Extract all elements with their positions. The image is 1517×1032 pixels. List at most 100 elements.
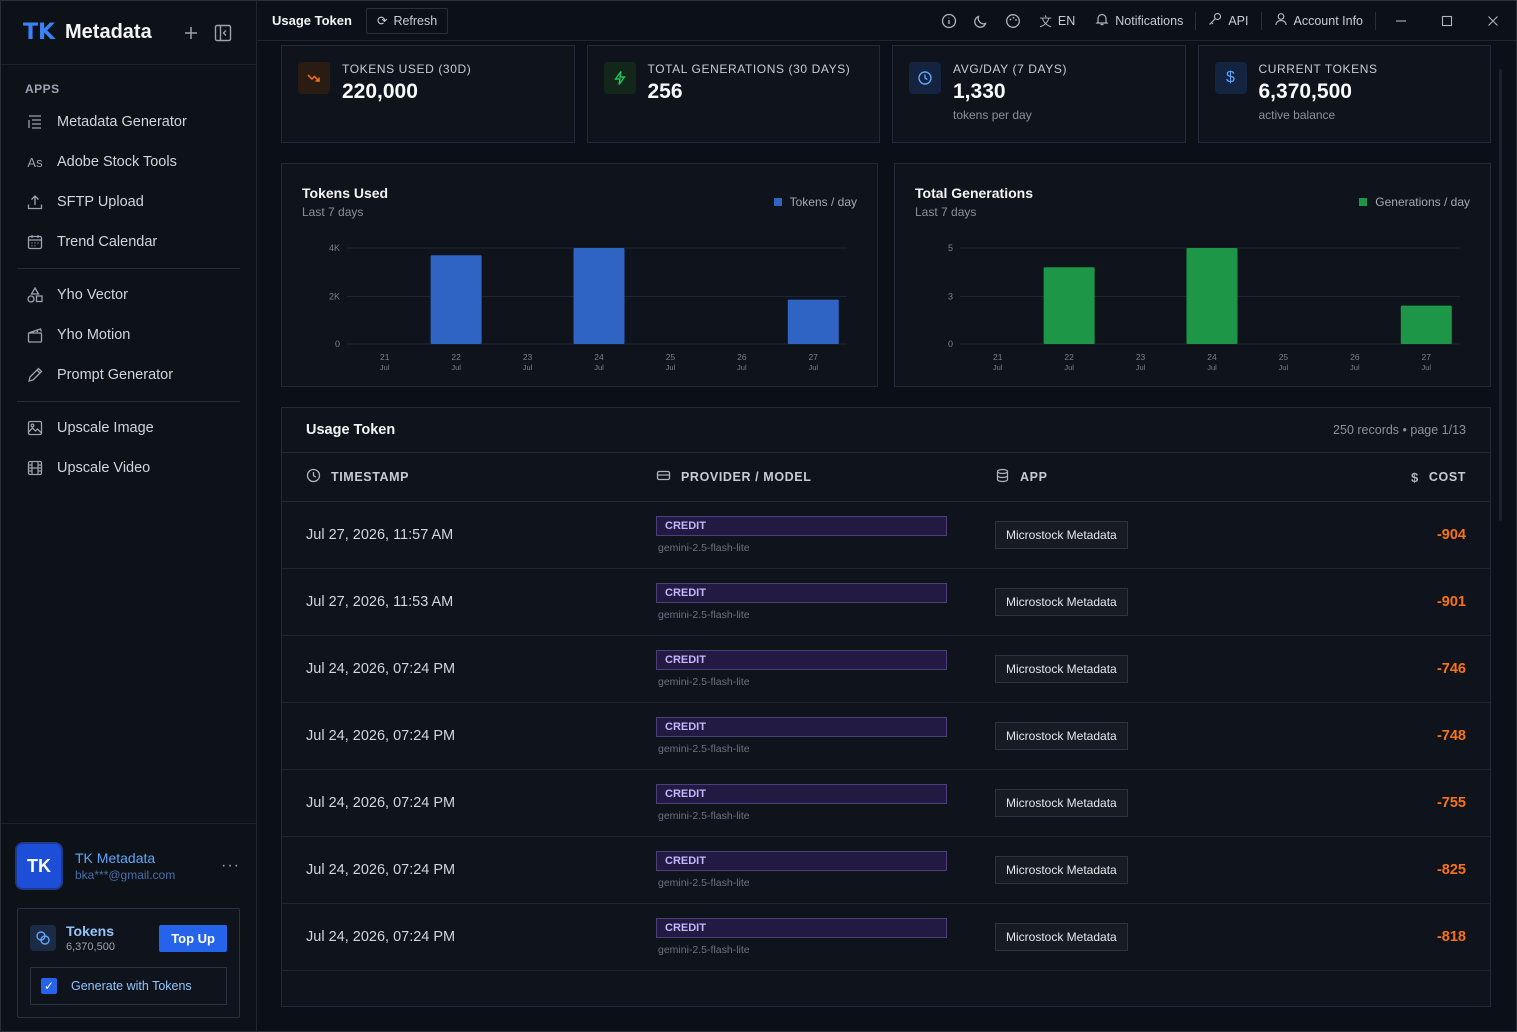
total-generations-chart: Total Generations Last 7 days Generation… xyxy=(894,163,1491,387)
stat-value: 6,370,500 xyxy=(1258,80,1352,103)
table-row[interactable]: Jul 24, 2026, 07:24 PM CREDIT gemini-2.5-f… xyxy=(282,837,1490,904)
x-tick-label: 26 xyxy=(1350,352,1360,362)
bar[interactable] xyxy=(430,255,482,344)
x-tick-sublabel: Jul xyxy=(380,363,390,372)
brand-title: Metadata xyxy=(65,21,152,43)
sidebar-item-sftp-upload[interactable]: SFTP Upload xyxy=(1,182,256,222)
palette-icon[interactable] xyxy=(997,1,1029,41)
moon-icon[interactable] xyxy=(965,1,997,41)
checkbox-checked-icon[interactable]: ✓ xyxy=(41,978,57,994)
model-name: gemini-2.5-flash-lite xyxy=(658,944,750,956)
app-badge: Microstock Metadata xyxy=(995,722,1128,750)
refresh-icon: ⟳ xyxy=(376,14,388,28)
stat-card: TOKENS USED (30D) 220,000 xyxy=(281,45,575,143)
model-name: gemini-2.5-flash-lite xyxy=(658,877,750,889)
top-up-button[interactable]: Top Up xyxy=(159,924,227,952)
x-tick-sublabel: Jul xyxy=(1421,363,1431,372)
image-icon xyxy=(25,418,45,438)
bar[interactable] xyxy=(1186,248,1238,344)
sidebar-item-metadata-generator[interactable]: Metadata Generator xyxy=(1,102,256,142)
row-cost: -746 xyxy=(1436,661,1466,677)
sidebar-item-yho-motion[interactable]: Yho Motion xyxy=(1,315,256,355)
notifications-button[interactable]: Notifications xyxy=(1085,1,1193,41)
model-name: gemini-2.5-flash-lite xyxy=(658,676,750,688)
y-tick-label: 2K xyxy=(329,292,340,302)
x-tick-label: 24 xyxy=(594,352,604,362)
row-cost: -825 xyxy=(1436,862,1466,878)
row-timestamp: Jul 27, 2026, 11:57 AM xyxy=(306,527,454,543)
add-icon[interactable] xyxy=(180,22,202,44)
stat-label: AVG/DAY (7 DAYS) xyxy=(953,62,1068,76)
chart-legend: Generations / day xyxy=(1359,195,1470,209)
bar[interactable] xyxy=(787,299,839,344)
bar[interactable] xyxy=(573,248,625,344)
provider-badge: CREDIT xyxy=(656,516,947,536)
brand-logo: TK xyxy=(23,20,56,45)
key-icon xyxy=(1208,12,1222,29)
table-row[interactable]: Jul 27, 2026, 11:53 AM CREDIT gemini-2.5-f… xyxy=(282,569,1490,636)
maximize-icon[interactable] xyxy=(1424,1,1470,41)
info-icon[interactable] xyxy=(933,1,965,41)
x-tick-sublabel: Jul xyxy=(594,363,604,372)
sidebar-item-label: Yho Motion xyxy=(57,327,131,343)
chart-title: Total Generations xyxy=(915,185,1033,201)
more-icon[interactable]: ··· xyxy=(221,857,240,874)
stat-value: 220,000 xyxy=(342,80,418,103)
table-row[interactable]: Jul 24, 2026, 07:24 PM CREDIT gemini-2.5-f… xyxy=(282,904,1490,971)
topbar-divider xyxy=(1260,11,1262,30)
x-tick-sublabel: Jul xyxy=(451,363,461,372)
table-row[interactable]: Jul 24, 2026, 07:24 PM CREDIT gemini-2.5-f… xyxy=(282,636,1490,703)
token-panel: Tokens 6,370,500 Top Up ✓ Generate with … xyxy=(17,908,240,1018)
model-name: gemini-2.5-flash-lite xyxy=(658,743,750,755)
sidebar-item-trend-calendar[interactable]: Trend Calendar xyxy=(1,222,256,262)
generate-with-tokens-toggle[interactable]: ✓ Generate with Tokens xyxy=(30,967,227,1005)
apps-section-label: APPS xyxy=(25,82,60,96)
sidebar-item-yho-vector[interactable]: Yho Vector xyxy=(1,275,256,315)
stat-subtext: active balance xyxy=(1258,108,1336,122)
collapse-sidebar-icon[interactable] xyxy=(212,22,234,44)
column-app[interactable]: APP xyxy=(995,468,1295,486)
api-button[interactable]: API xyxy=(1198,1,1258,41)
sidebar-item-label: Upscale Video xyxy=(57,460,151,476)
provider-badge: CREDIT xyxy=(656,717,947,737)
tokens-title: Tokens xyxy=(66,923,114,939)
stats-row: TOKENS USED (30D) 220,000 TOTAL GENERATION… xyxy=(281,45,1491,143)
brand-header: TK Metadata xyxy=(1,1,256,65)
minimize-icon[interactable] xyxy=(1378,1,1424,41)
column-cost[interactable]: $ COST xyxy=(1295,470,1466,485)
table-row[interactable]: Jul 24, 2026, 07:24 PM CREDIT gemini-2.5-f… xyxy=(282,770,1490,837)
table-row[interactable]: Jul 27, 2026, 11:57 AM CREDIT gemini-2.5-f… xyxy=(282,502,1490,569)
user-row[interactable]: TK TK Metadata bka***@gmail.com ··· xyxy=(17,844,240,888)
calendar-icon xyxy=(25,232,45,252)
legend-swatch xyxy=(773,198,782,206)
row-cost: -904 xyxy=(1436,527,1466,543)
app-badge: Microstock Metadata xyxy=(995,789,1128,817)
sidebar-item-upscale-video[interactable]: Upscale Video xyxy=(1,448,256,488)
sidebar-item-prompt-generator[interactable]: Prompt Generator xyxy=(1,355,256,395)
topbar-divider xyxy=(1375,11,1376,30)
bar[interactable] xyxy=(1043,267,1095,344)
sidebar: TK Metadata APPS Metadata Generator As Ado… xyxy=(1,1,257,1031)
adobe-stock-icon: As xyxy=(27,154,43,170)
scrollbar[interactable] xyxy=(1499,69,1502,521)
x-tick-label: 22 xyxy=(1064,352,1074,362)
refresh-button[interactable]: ⟳ Refresh xyxy=(365,7,449,34)
language-button[interactable]: 文 EN xyxy=(1029,1,1085,41)
column-timestamp[interactable]: TIMESTAMP xyxy=(306,468,656,486)
row-timestamp: Jul 24, 2026, 07:24 PM xyxy=(306,728,456,744)
account-info-button[interactable]: Account Info xyxy=(1264,1,1374,41)
user-email: bka***@gmail.com xyxy=(75,868,176,882)
table-record-count: 250 records • page 1/13 xyxy=(1333,423,1466,437)
model-name: gemini-2.5-flash-lite xyxy=(658,810,750,822)
bar[interactable] xyxy=(1400,305,1452,344)
user-icon xyxy=(1274,12,1288,29)
close-icon[interactable] xyxy=(1470,1,1516,41)
y-tick-label: 0 xyxy=(335,339,340,349)
sidebar-item-adobe-stock-tools[interactable]: As Adobe Stock Tools xyxy=(1,142,256,182)
sidebar-item-label: Trend Calendar xyxy=(57,234,158,250)
sidebar-item-upscale-image[interactable]: Upscale Image xyxy=(1,408,256,448)
table-row[interactable]: Jul 24, 2026, 07:24 PM CREDIT gemini-2.5-f… xyxy=(282,703,1490,770)
column-provider[interactable]: PROVIDER / MODEL xyxy=(656,468,995,486)
